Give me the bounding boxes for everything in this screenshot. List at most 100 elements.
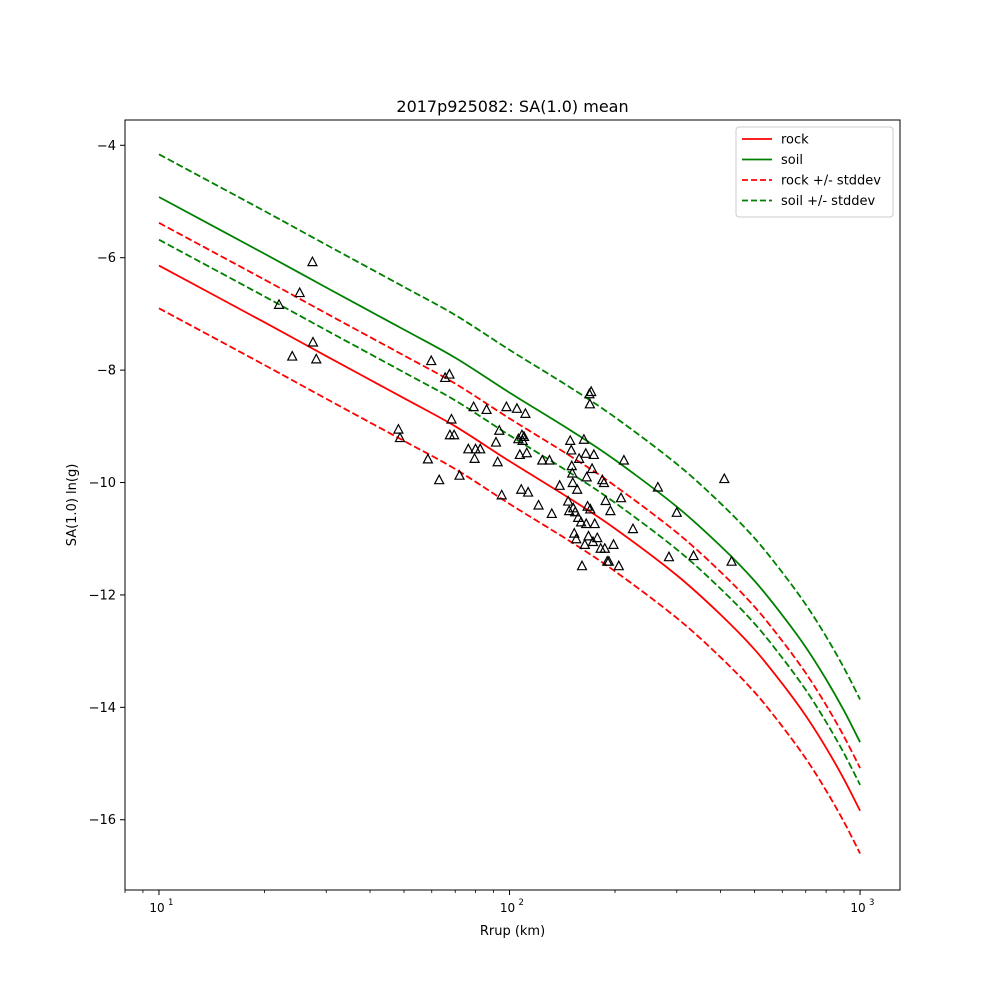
observation-point [307,336,319,347]
observation-point [569,505,581,517]
observation-point [425,354,437,366]
legend-label: rock [781,133,809,148]
observation-point [468,400,480,412]
observation-point [273,298,285,309]
y-tick-label: −6 [97,251,116,266]
observation-point [496,489,508,500]
series-line-4 [158,153,861,700]
observation-point [589,517,601,529]
observation-point [580,517,592,529]
observation-point [663,550,675,562]
observation-point [511,402,523,413]
observation-point [613,559,625,571]
observation-point [514,448,526,460]
observation-point [490,436,502,447]
legend-label: soil +/- stddev [781,194,876,209]
observation-point [573,452,585,463]
observation-point [580,447,592,458]
observation-point [581,471,593,482]
observation-point [564,434,576,445]
observation-point [306,255,318,267]
y-tick-label: −14 [89,701,116,716]
observation-point [566,467,578,478]
y-tick-label: −16 [89,813,116,828]
observation-point [310,353,322,364]
series-line-1 [158,196,861,743]
observation-point [462,443,474,454]
observation-point [615,491,627,503]
y-tick-label: −10 [89,476,116,491]
observation-point [563,504,575,516]
chart-title: 2017p925082: SA(1.0) mean [396,97,628,116]
observation-point [392,423,404,434]
observation-point [586,462,598,474]
observation-point [294,286,306,298]
x-axis-label: Rrup (km) [480,924,545,939]
observation-point [493,424,505,435]
observations-layer [273,255,738,571]
observation-point [579,538,591,549]
observation-point [567,476,579,488]
legend-label: soil [781,153,803,168]
observation-point [492,455,504,467]
series-line-3 [158,307,861,854]
observation-point [543,454,555,465]
x-axis: 10 1 10 2 10 3 [124,890,874,915]
observation-point [618,454,630,465]
observation-point [469,452,481,463]
x-tick-label: 10 [149,901,164,915]
y-tick-label: −8 [97,364,116,379]
observation-point [598,476,610,488]
observation-point [521,446,533,458]
observation-point [394,431,406,443]
x-tick-label: 10 [850,901,865,915]
x-tick-exponent: 2 [519,898,524,908]
observation-point [445,413,457,424]
observation-point [439,371,451,383]
observation-point [588,448,600,460]
observation-point [600,494,612,506]
legend: rock soil rock +/- stddev soil +/- stddev [735,126,894,218]
observation-point [474,443,486,454]
y-tick-label: −4 [97,139,116,154]
observation-point [688,549,700,561]
observation-point [519,407,531,418]
observation-point [576,559,588,571]
observation-point [718,472,730,484]
observation-point [470,443,482,454]
observation-point [570,532,582,544]
observation-point [565,444,577,455]
series-layer [158,153,861,854]
y-axis: −4 −6 −8 −10 −12 −14 −16 [89,139,125,828]
observation-point [591,531,603,543]
series-line-2 [158,222,861,769]
observation-point [533,499,545,510]
observation-point [518,430,530,442]
observation-point [562,495,574,506]
observation-point [582,530,594,541]
x-tick-exponent: 3 [869,898,874,908]
observation-point [448,428,460,440]
observation-point [515,483,527,494]
legend-box [735,126,894,218]
observation-point [546,507,558,519]
observation-point [608,538,620,549]
x-tick-label: 10 [500,901,515,915]
observation-point [516,428,528,440]
observation-point [286,350,298,361]
x-tick-exponent: 1 [168,898,173,908]
observation-point [652,481,664,492]
observation-point [726,555,738,566]
observation-point [578,433,590,444]
series-line-0 [158,264,861,812]
observation-point [599,542,611,553]
observation-point [584,398,596,409]
observation-point [603,555,615,566]
observation-point [575,516,587,527]
observation-point [671,506,683,517]
series-line-5 [158,238,861,786]
observation-point [604,504,616,516]
legend-label: rock +/- stddev [781,174,881,189]
observation-point [481,403,493,415]
observation-point [454,469,465,480]
